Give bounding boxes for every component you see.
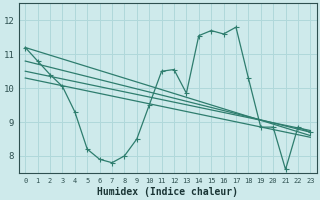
X-axis label: Humidex (Indice chaleur): Humidex (Indice chaleur): [97, 186, 238, 197]
